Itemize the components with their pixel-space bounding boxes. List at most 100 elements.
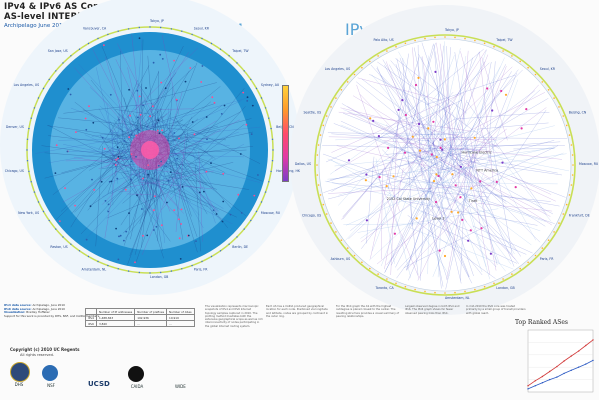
ipv6-edge [341,129,418,220]
ipv6-ring-tick [454,291,456,294]
ipv6-ring-tick [316,154,319,156]
ipv4-edge [102,171,150,198]
ipv4-node [160,81,163,84]
ipv4-node [152,61,155,64]
ipv6-edge [439,43,460,179]
ipv6-node [430,153,433,156]
top-ases-point [585,363,587,365]
ipv6-edge [445,148,478,290]
ipv4-node [117,155,120,158]
ipv6-edge [442,125,490,280]
ipv6-edge [478,79,519,186]
top-ases-plot-area [527,329,594,393]
ipv4-edge [172,143,245,183]
ipv6-ring-tick [325,213,328,215]
ipv6-edge [335,104,451,171]
ipv4-node [67,88,70,90]
ipv4-edge [160,175,250,190]
ipv4-node [54,172,57,175]
ipv6-ring-tick [502,50,504,52]
ipv6-node [473,136,476,139]
ipv6-edge [396,189,462,279]
ipv4-ring-tick [87,42,90,45]
ipv6-edge [340,120,450,172]
ipv4-ring-tick [97,37,99,40]
ipv4-node [180,223,183,225]
ipv6-edge [484,176,554,215]
text-column-3: For the IPv4 graph the AS with the highe… [336,305,400,318]
ipv4-ring-tick [268,117,270,119]
ipv4-edge [90,79,144,145]
ipv4-ring-tick [201,260,203,263]
top-ases-point [534,385,536,387]
ipv4-node [173,209,176,212]
ipv4-edge [115,109,149,114]
ipv6-node [467,239,470,242]
ipv6-edge [340,107,498,147]
ipv6-edge [384,172,433,273]
ipv4-edge [160,107,184,240]
ipv6-ring-tick [541,81,544,83]
ipv4-ring-tick [255,210,258,213]
ipv6-node [415,217,418,220]
ipv4-ring-tick [33,107,36,109]
ipv6-edge [385,124,517,251]
ipv4-ring-tick [271,138,274,140]
ipv6-location-label: Seattle, US [304,111,322,115]
ipv4-node [58,220,61,223]
ipv4-ring-tick [62,62,64,64]
ipv4-node [114,164,117,166]
ipv6-edge [494,195,551,202]
ipv4-node [135,155,137,158]
ipv6-ring-tick [414,288,416,291]
ipv4-edge [123,120,209,153]
ipv4-ring-tick [127,270,130,272]
ipv6-node [501,161,504,164]
ipv6-node [454,184,457,187]
ipv6-node [404,113,407,117]
ipv4-node [205,170,208,173]
ipv4-location-label: Vancouver, CA [83,27,107,31]
ipv4-edge [124,164,184,239]
ipv6-node [459,196,462,199]
ipv4-ring-tick [33,191,36,193]
ipv6-edge [440,47,451,174]
ipv4-edge [194,166,232,209]
ipv4-node [116,146,119,149]
ipv4-node [237,193,240,196]
ipv6-edge [397,193,471,271]
ipv4-edge [124,65,150,113]
ipv4-node [55,144,58,147]
ipv4-node [250,133,253,136]
ipv4-location-label: Tokyo, JP [149,19,164,23]
ipv4-node [107,210,110,213]
ipv6-node [520,127,523,130]
ipv4-location-label: London, GB [150,275,168,279]
ipv4-node [203,190,205,193]
ipv6-node [451,173,454,176]
ipv4-node [179,258,182,260]
table-cell: 3,840 [95,320,136,327]
ipv6-edge [446,46,452,170]
ipv4-node [146,234,149,237]
ipv6-ring-tick [424,37,426,40]
ipv6-location-label: Los Angeles, US [325,67,350,71]
ipv6-edge [452,84,539,180]
ipv6-edge [361,141,442,249]
ipv6-ring-tick [414,39,416,42]
ipv6-ring-tick [534,73,537,76]
ipv6-edge [333,123,468,177]
ipv4-node [123,239,125,242]
ipv6-edge [419,116,474,277]
ipv4-edge [107,145,125,194]
ipv4-location-label: Sydney, AU [261,83,280,87]
ipv6-node [435,155,438,159]
ipv6-edge [436,150,483,273]
ipv6-ring-tick [361,66,363,69]
ipv4-location-label: Reston, US [50,245,67,249]
ipv4-edge [173,119,261,164]
ipv6-node [500,89,503,93]
ipv4-node [149,115,152,118]
ipv6-ring-tick [346,81,349,83]
ipv6-edge [440,140,555,171]
